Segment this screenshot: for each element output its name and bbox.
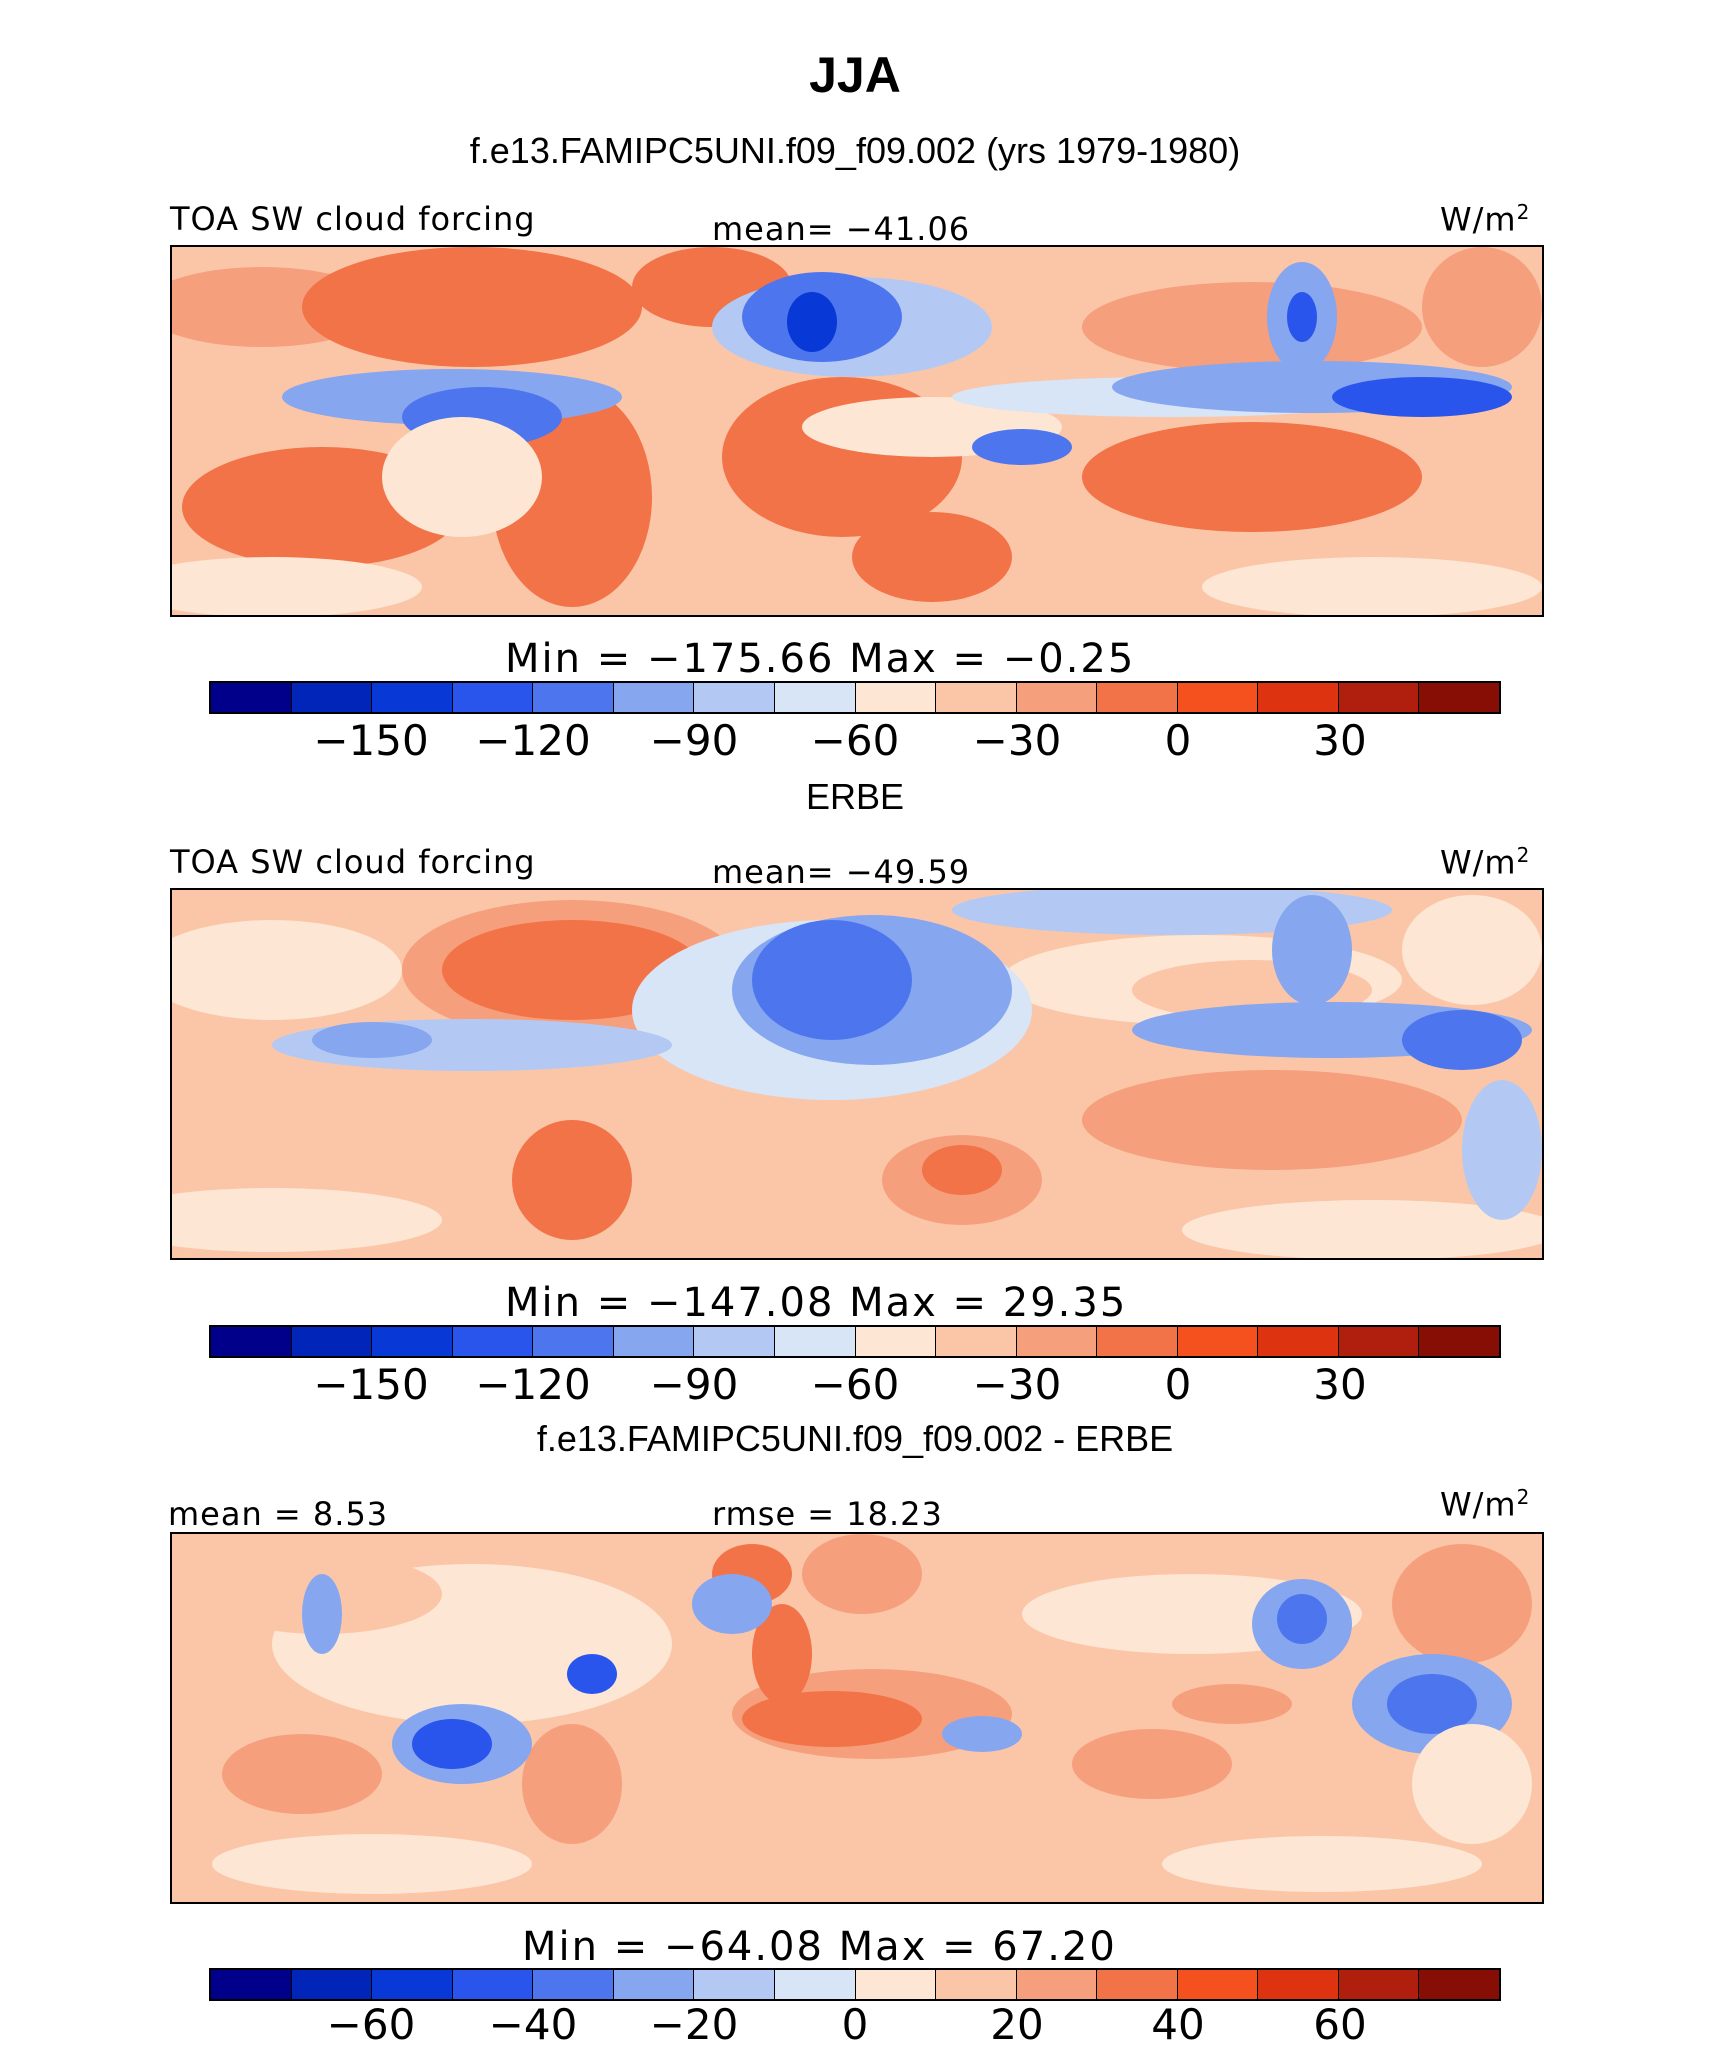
panel1-units-label: W/m2 [1440,200,1531,239]
panel2-colorbar-tick: −120 [475,1360,591,1409]
panel1-mean-label: mean= −41.06 [712,210,971,248]
panel3-title: f.e13.FAMIPC5UNI.f09_f09.002 - ERBE [536,1418,1174,1459]
panel1-colorbar-tick: −90 [649,716,739,765]
panel2-field [172,890,1542,1258]
panel2-min-max: Min = −147.08 Max = 29.35 [505,1280,1128,1326]
figure-title: JJA [809,47,901,103]
panel3-colorbar-tick: 40 [1151,2000,1205,2049]
panel1-min-max: Min = −175.66 Max = −0.25 [505,636,1136,682]
panel3-colorbar-tick: 60 [1313,2000,1367,2049]
panel3-mean-label: mean = 8.53 [168,1495,389,1533]
panel3-rmse-label: rmse = 18.23 [712,1495,943,1533]
panel1-colorbar-tick: −60 [810,716,900,765]
panel1-map [170,245,1544,617]
panel3-min-max: Min = −64.08 Max = 67.20 [522,1924,1117,1970]
panel2-map [170,888,1544,1260]
panel3-colorbar-tick: 0 [841,2000,869,2049]
panel2-colorbar-tick: 30 [1313,1360,1367,1409]
case-subtitle: f.e13.FAMIPC5UNI.f09_f09.002 (yrs 1979-1… [469,130,1241,171]
panel2-colorbar [209,1325,1501,1358]
panel2-colorbar-tick: −150 [313,1360,429,1409]
panel1-field [172,247,1542,615]
panel1-colorbar-tick: 30 [1313,716,1367,765]
panel1-colorbar-tick: −120 [475,716,591,765]
panel3-map [170,1532,1544,1904]
panel1-colorbar-tick: 0 [1164,716,1192,765]
panel2-colorbar-tick: −60 [810,1360,900,1409]
panel3-colorbar [209,1968,1501,2001]
panel2-variable-label: TOA SW cloud forcing [170,843,536,881]
panel1-colorbar [209,681,1501,714]
panel3-units-label: W/m2 [1440,1485,1531,1524]
panel2-colorbar-tick: 0 [1164,1360,1192,1409]
panel3-colorbar-tick: −20 [649,2000,739,2049]
panel3-field [172,1534,1542,1902]
panel2-title: ERBE [805,776,905,817]
panel1-colorbar-tick: −150 [313,716,429,765]
panel1-variable-label: TOA SW cloud forcing [170,200,536,238]
panel3-colorbar-tick: 20 [990,2000,1044,2049]
panel2-colorbar-tick: −30 [972,1360,1062,1409]
panel3-colorbar-tick: −40 [488,2000,578,2049]
panel2-colorbar-tick: −90 [649,1360,739,1409]
panel1-colorbar-tick: −30 [972,716,1062,765]
panel2-units-label: W/m2 [1440,843,1531,882]
panel2-mean-label: mean= −49.59 [712,853,971,891]
panel3-colorbar-tick: −60 [326,2000,416,2049]
